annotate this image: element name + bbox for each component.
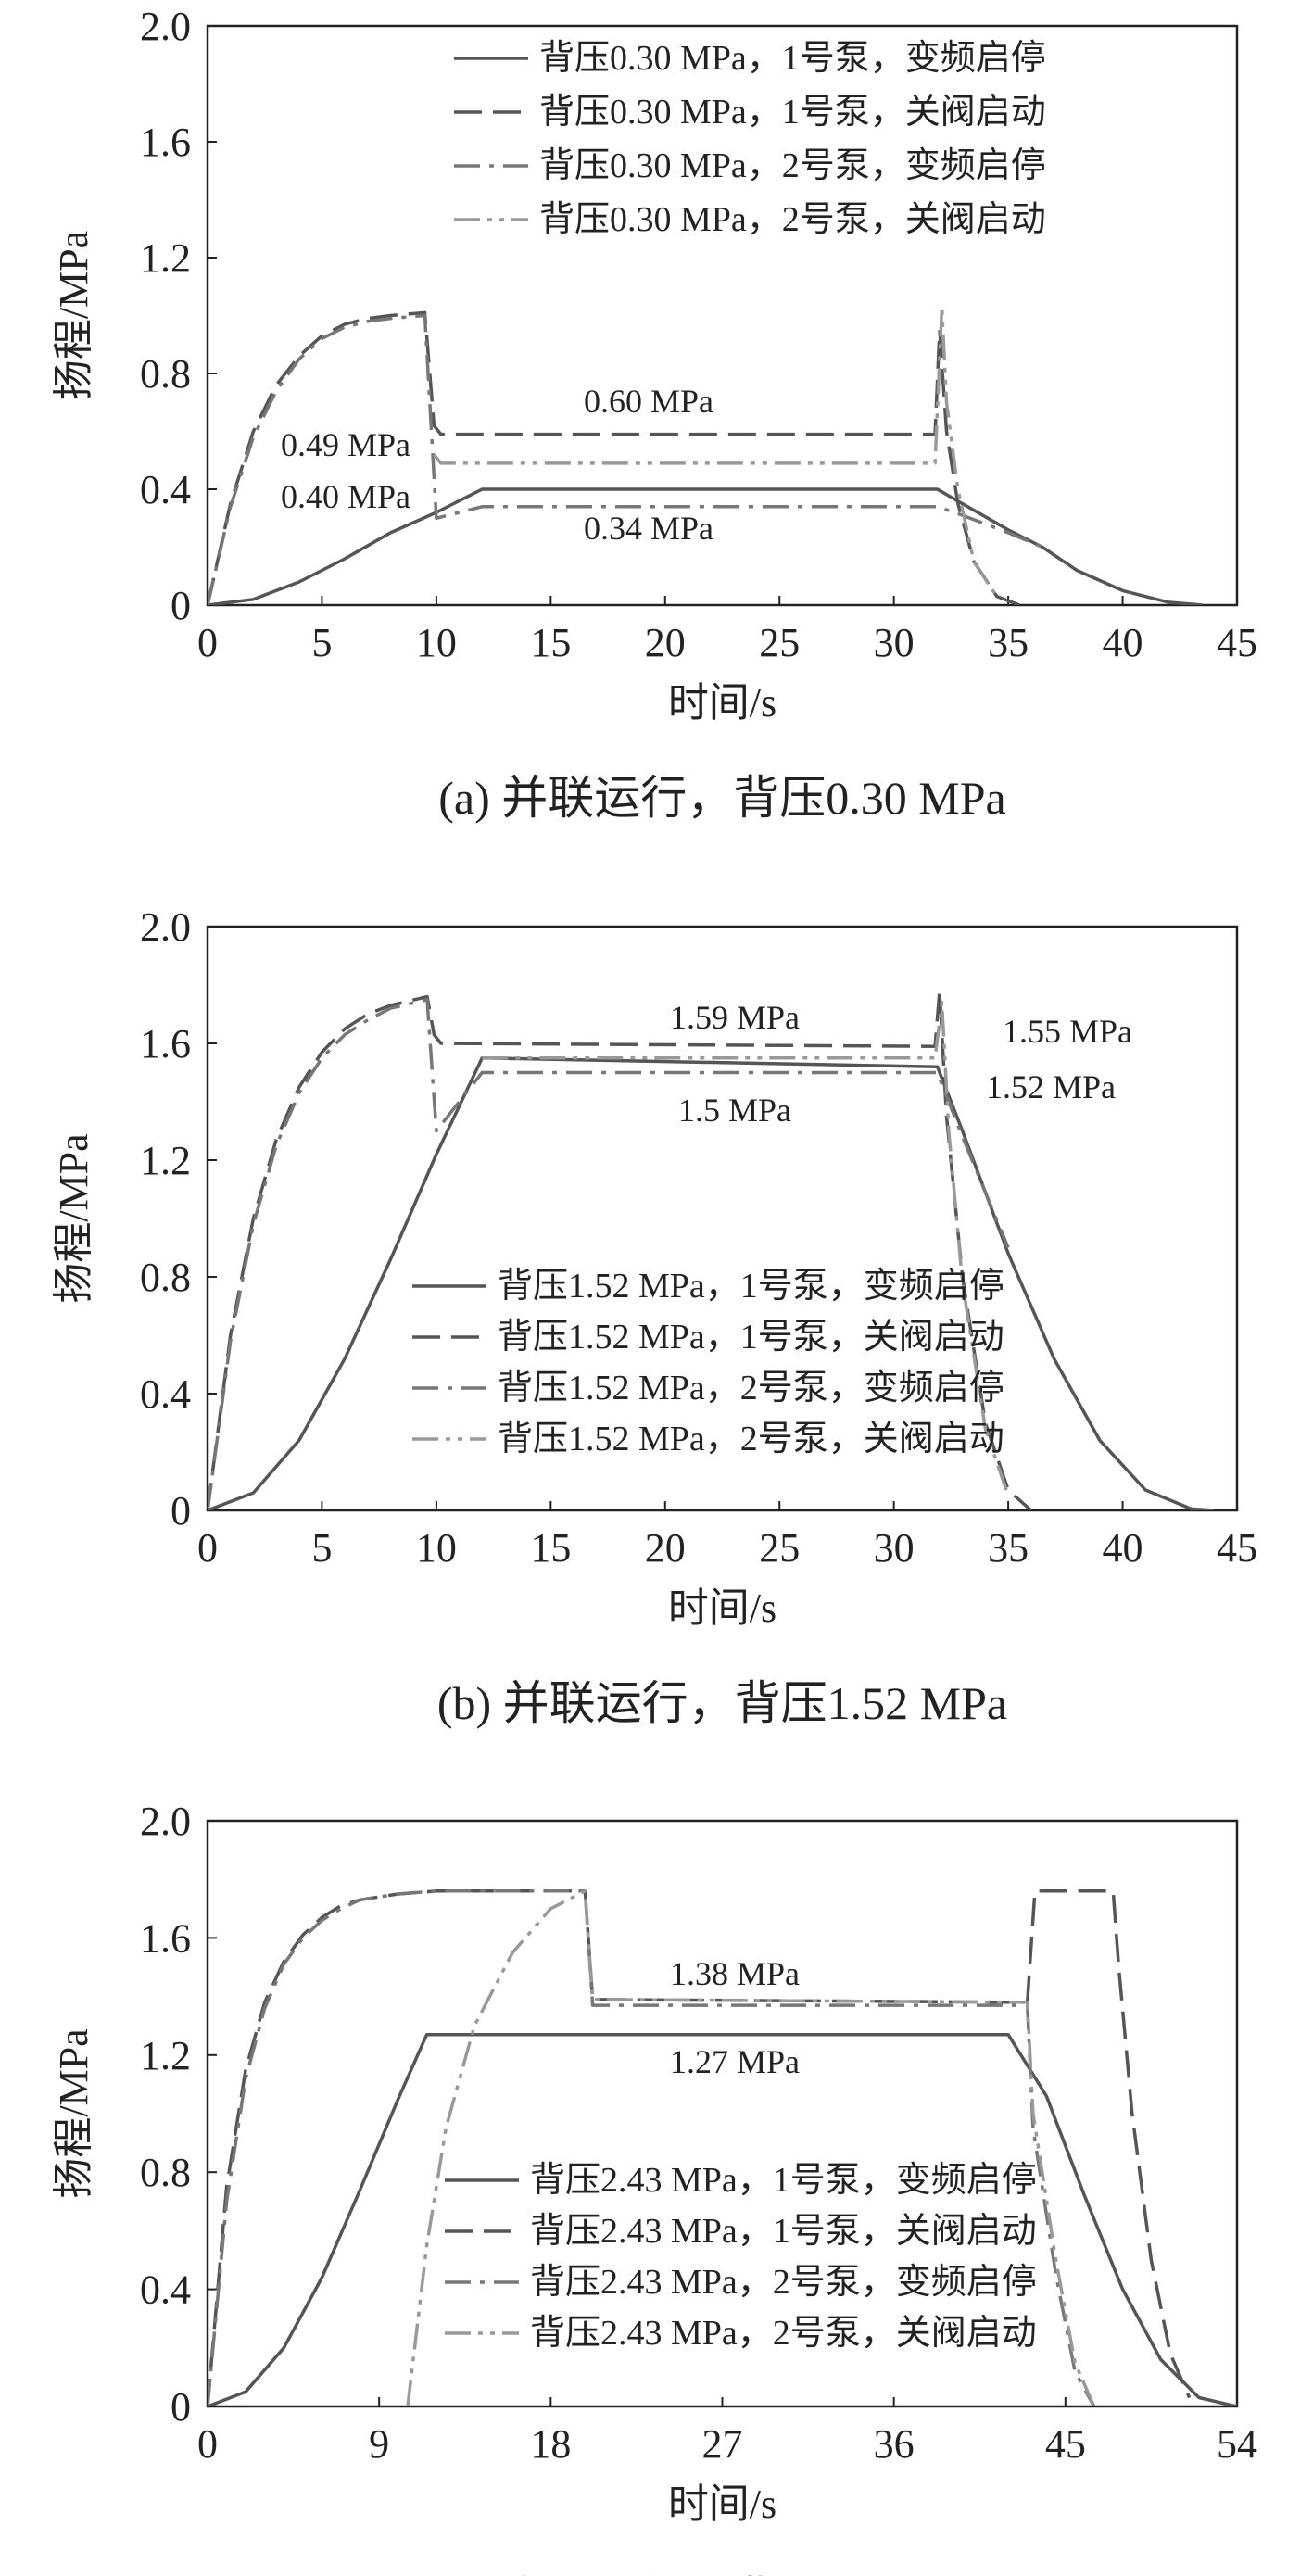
x-tick-label: 10: [416, 620, 457, 665]
value-annotation: 0.49 MPa: [281, 426, 410, 463]
series-line-1: [208, 2032, 1237, 2406]
plot-frame: [206, 925, 1239, 1512]
chart-panel-a: 0 0.4 0.8 1.2 1.6 2.0 0 5 10 15 20 25 30 35 40 45 时间/s 扬程…: [51, 4, 1257, 824]
series-line-2: [208, 1889, 1192, 2406]
chart-panel-b: 0 0.4 0.8 1.2 1.6 2.0 0 5 10 15 20 25 30 35 40 45 时间/s 扬程…: [51, 904, 1257, 1729]
x-tick-label: 5: [311, 1525, 332, 1571]
x-tick-label: 25: [759, 620, 800, 665]
x-tick-label: 35: [988, 620, 1029, 665]
legend-label-2: 背压1.52 MPa，1号泵，关阀启动: [498, 1318, 1004, 1357]
value-annotation: 1.5 MPa: [678, 1092, 791, 1129]
chart-panel-c: 0 0.4 0.8 1.2 1.6 2.0 0 9 18 27 36 45 54 时间/s 扬程/MPa (c…: [51, 1799, 1257, 2576]
y-tick-label: 2.0: [140, 4, 191, 49]
x-tick-label: 10: [416, 1525, 457, 1571]
series-line-3: [208, 313, 1043, 605]
x-tick-label: 27: [702, 2421, 743, 2467]
y-tick-label: 0.8: [140, 351, 191, 397]
x-tick-label: 20: [645, 1525, 686, 1571]
y-tick-label: 0: [170, 2384, 191, 2430]
y-tick-label: 0: [170, 583, 191, 628]
figure-caption: (a) 并联运行，背压0.30 MPa: [438, 772, 1005, 824]
y-tick-label: 0.8: [140, 1255, 191, 1300]
figure-caption: (b) 并联运行，背压1.52 MPa: [437, 1677, 1007, 1729]
value-annotation: 1.27 MPa: [670, 2043, 800, 2080]
y-tick-label: 0.4: [140, 2267, 191, 2313]
x-tick-label: 35: [988, 1525, 1029, 1571]
legend-label-1: 背压1.52 MPa，1号泵，变频启停: [498, 1267, 1004, 1306]
y-tick-label: 1.2: [140, 1138, 191, 1183]
x-tick-label: 15: [530, 620, 571, 665]
x-tick-label: 30: [874, 620, 915, 665]
value-annotation: 0.40 MPa: [281, 478, 410, 515]
y-tick-label: 0.4: [140, 1371, 191, 1417]
legend-label-2: 背压2.43 MPa，1号泵，关阀启动: [530, 2212, 1037, 2251]
value-annotation: 1.38 MPa: [670, 1955, 800, 1992]
value-annotation: 0.34 MPa: [584, 510, 713, 547]
value-annotation: 1.55 MPa: [1003, 1013, 1132, 1050]
x-tick-label: 20: [645, 620, 686, 665]
y-tick-label: 1.6: [140, 120, 191, 165]
x-axis-label: 时间/s: [668, 680, 776, 726]
legend-label-4: 背压1.52 MPa，2号泵，关阀启动: [498, 1420, 1004, 1458]
y-tick-label: 1.6: [140, 1021, 191, 1067]
x-tick-label: 54: [1217, 2421, 1257, 2467]
series-line-4: [433, 305, 999, 598]
x-tick-label: 40: [1103, 620, 1143, 665]
x-tick-label: 36: [874, 2421, 915, 2467]
x-axis-label: 时间/s: [668, 2481, 776, 2527]
legend-label-4: 背压2.43 MPa，2号泵，关阀启动: [530, 2314, 1037, 2353]
legend-label-1: 背压0.30 MPa，1号泵，变频启停: [539, 39, 1046, 78]
x-tick-label: 9: [369, 2421, 389, 2467]
y-axis-label: 扬程/MPa: [51, 2028, 96, 2198]
value-annotation: 1.59 MPa: [670, 999, 800, 1036]
y-axis-label: 扬程/MPa: [51, 1133, 96, 1303]
legend-label-1: 背压2.43 MPa，1号泵，变频启停: [530, 2161, 1037, 2200]
y-tick-label: 1.2: [140, 235, 191, 281]
value-annotation: 0.60 MPa: [584, 383, 713, 420]
y-tick-label: 1.6: [140, 1915, 191, 1961]
series-line-1: [208, 487, 1204, 605]
legend-label-3: 背压1.52 MPa，2号泵，变频启停: [498, 1369, 1004, 1408]
y-tick-label: 1.2: [140, 2033, 191, 2078]
value-annotation: 1.52 MPa: [986, 1068, 1116, 1105]
x-tick-label: 0: [197, 1525, 218, 1571]
series-line-1: [208, 1056, 1215, 1510]
x-tick-label: 25: [759, 1525, 800, 1571]
x-tick-label: 45: [1217, 1525, 1257, 1571]
y-tick-label: 0.8: [140, 2150, 191, 2195]
y-tick-label: 0.4: [140, 467, 191, 512]
x-tick-label: 45: [1045, 2421, 1086, 2467]
figure-caption: (c) 串联运行，背压2.43 MPa: [438, 2573, 1005, 2576]
x-tick-label: 40: [1103, 1525, 1143, 1571]
series-line-2: [208, 310, 1021, 605]
legend-label-3: 背压0.30 MPa，2号泵，变频启停: [539, 146, 1046, 185]
x-tick-label: 30: [874, 1525, 915, 1571]
legend-label-4: 背压0.30 MPa，2号泵，关阀启动: [539, 200, 1046, 239]
series-line-3: [208, 998, 1010, 1510]
x-tick-label: 0: [197, 620, 218, 665]
plot-frame: [206, 24, 1239, 607]
y-axis-label: 扬程/MPa: [51, 231, 96, 400]
legend-label-2: 背压0.30 MPa，1号泵，关阀启动: [539, 93, 1046, 132]
series-line-4: [482, 1001, 1010, 1496]
series-line-4: [406, 1889, 1096, 2406]
y-tick-label: 2.0: [140, 1799, 191, 1844]
x-tick-label: 5: [311, 620, 332, 665]
y-tick-label: 2.0: [140, 904, 191, 950]
x-tick-label: 0: [197, 2421, 218, 2467]
x-tick-label: 15: [530, 1525, 571, 1571]
x-tick-label: 45: [1217, 620, 1257, 665]
legend-label-3: 背压2.43 MPa，2号泵，变频启停: [530, 2263, 1037, 2302]
y-tick-label: 0: [170, 1488, 191, 1534]
x-axis-label: 时间/s: [668, 1585, 776, 1631]
x-tick-label: 18: [530, 2421, 571, 2467]
series-line-3: [208, 1889, 1096, 2406]
